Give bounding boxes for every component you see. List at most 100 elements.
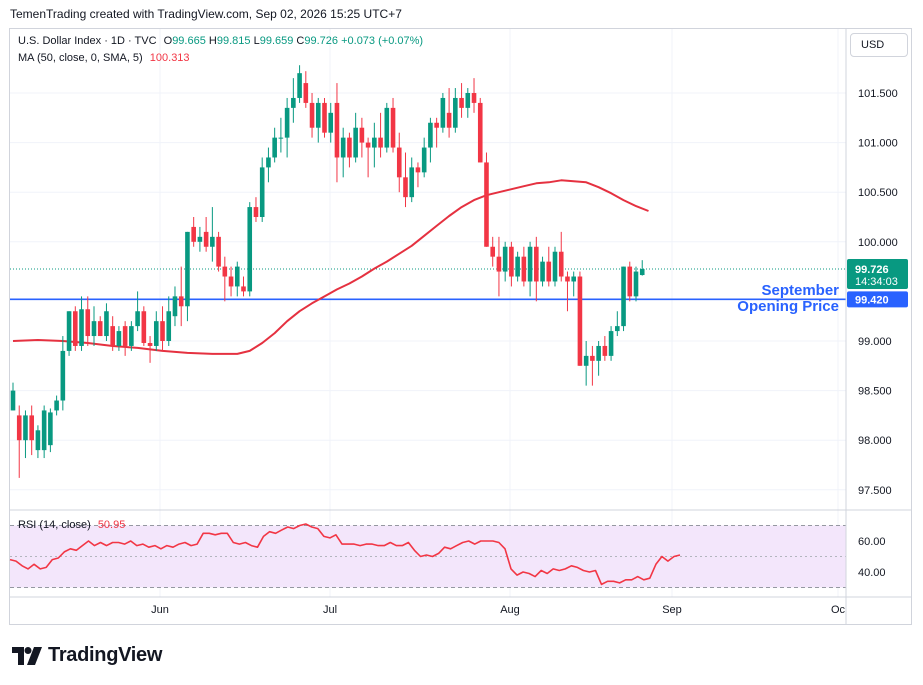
- candle-body: [365, 142, 371, 148]
- candle: [35, 425, 41, 459]
- change-value: +0.073 (+0.07%): [341, 35, 424, 47]
- candle-body: [29, 415, 34, 441]
- candle-body: [596, 345, 601, 361]
- candle: [228, 266, 234, 297]
- candle-body: [459, 97, 464, 108]
- candle-body: [615, 326, 620, 332]
- candle: [590, 345, 595, 386]
- candle: [172, 286, 178, 327]
- level-badge: [847, 291, 908, 308]
- candle-body: [85, 309, 91, 337]
- candle: [347, 132, 352, 168]
- candle-body: [228, 276, 234, 287]
- candle: [527, 241, 533, 297]
- candle: [197, 226, 203, 252]
- candle-body: [546, 261, 552, 282]
- candle: [515, 251, 520, 282]
- tradingview-logo[interactable]: TradingView: [12, 644, 162, 667]
- candle-body: [540, 261, 545, 282]
- candle-body: [266, 157, 271, 168]
- candle: [396, 132, 402, 193]
- candle: [178, 266, 184, 327]
- candle-body: [521, 256, 527, 282]
- candle-body: [23, 415, 28, 441]
- candle-body: [583, 355, 589, 366]
- candle: [509, 241, 514, 287]
- candle-body: [210, 236, 215, 247]
- candle-body: [378, 137, 383, 148]
- candle-body: [66, 311, 72, 351]
- x-tick-label: Aug: [500, 604, 520, 616]
- candle: [41, 405, 47, 459]
- candle: [16, 405, 22, 478]
- candle: [66, 311, 72, 356]
- candle: [60, 336, 66, 411]
- candle: [446, 88, 452, 138]
- candle: [10, 382, 16, 411]
- candle: [521, 246, 527, 287]
- candle: [415, 162, 421, 188]
- x-tick-label: Oc: [831, 604, 846, 616]
- grid-layer: [10, 29, 846, 597]
- candle: [73, 306, 78, 351]
- candle-body: [104, 311, 109, 337]
- candle-body: [116, 331, 122, 346]
- candle: [633, 266, 639, 302]
- candle: [122, 321, 128, 356]
- candle: [266, 147, 271, 183]
- candle: [191, 217, 196, 247]
- currency-button[interactable]: USD: [850, 33, 908, 57]
- candle: [639, 260, 645, 276]
- candle: [284, 97, 290, 158]
- candle-body: [608, 331, 614, 356]
- candle-body: [191, 226, 196, 242]
- candle: [359, 117, 365, 158]
- candle-body: [328, 112, 334, 133]
- candle: [534, 236, 539, 302]
- candle: [372, 122, 377, 168]
- candle: [384, 102, 390, 153]
- candle-body: [10, 390, 16, 411]
- candle-body: [141, 311, 147, 343]
- candle-body: [303, 83, 309, 103]
- candle-body: [571, 276, 576, 282]
- candle: [459, 83, 464, 118]
- candle: [54, 395, 59, 416]
- candle-body: [639, 268, 645, 276]
- candle: [97, 316, 103, 337]
- candle: [303, 71, 309, 108]
- candle: [602, 336, 608, 361]
- candle: [621, 266, 626, 332]
- candle: [403, 152, 408, 208]
- candle-body: [297, 73, 302, 98]
- chart-frame[interactable]: [9, 28, 912, 625]
- candle-body: [490, 246, 496, 257]
- candle-body: [222, 266, 228, 277]
- candle-body: [272, 137, 277, 158]
- annotation-line-1: September: [761, 282, 839, 299]
- candle: [259, 157, 265, 222]
- x-tick-label: Jun: [151, 604, 169, 616]
- candle-body: [565, 276, 570, 282]
- tradingview-wordmark: TradingView: [48, 644, 163, 666]
- candle: [552, 246, 558, 287]
- candle: [390, 97, 396, 153]
- candle: [241, 276, 246, 297]
- y-tick-label: 99.000: [858, 336, 892, 348]
- candle: [484, 152, 489, 247]
- candle-body: [309, 102, 315, 128]
- rsi-y-tick-label: 60.00: [858, 536, 886, 548]
- candle: [583, 341, 589, 386]
- candle-body: [509, 246, 514, 277]
- last-price-badge: [847, 258, 908, 289]
- candle-body: [440, 97, 446, 128]
- candle: [48, 408, 53, 453]
- y-tick-label: 100.500: [858, 187, 898, 199]
- candle: [328, 102, 334, 143]
- candle: [571, 271, 576, 297]
- rsi-legend: RSI (14, close) 50.95: [18, 519, 125, 531]
- candle: [291, 78, 296, 123]
- candle: [615, 311, 620, 337]
- candle: [453, 88, 458, 133]
